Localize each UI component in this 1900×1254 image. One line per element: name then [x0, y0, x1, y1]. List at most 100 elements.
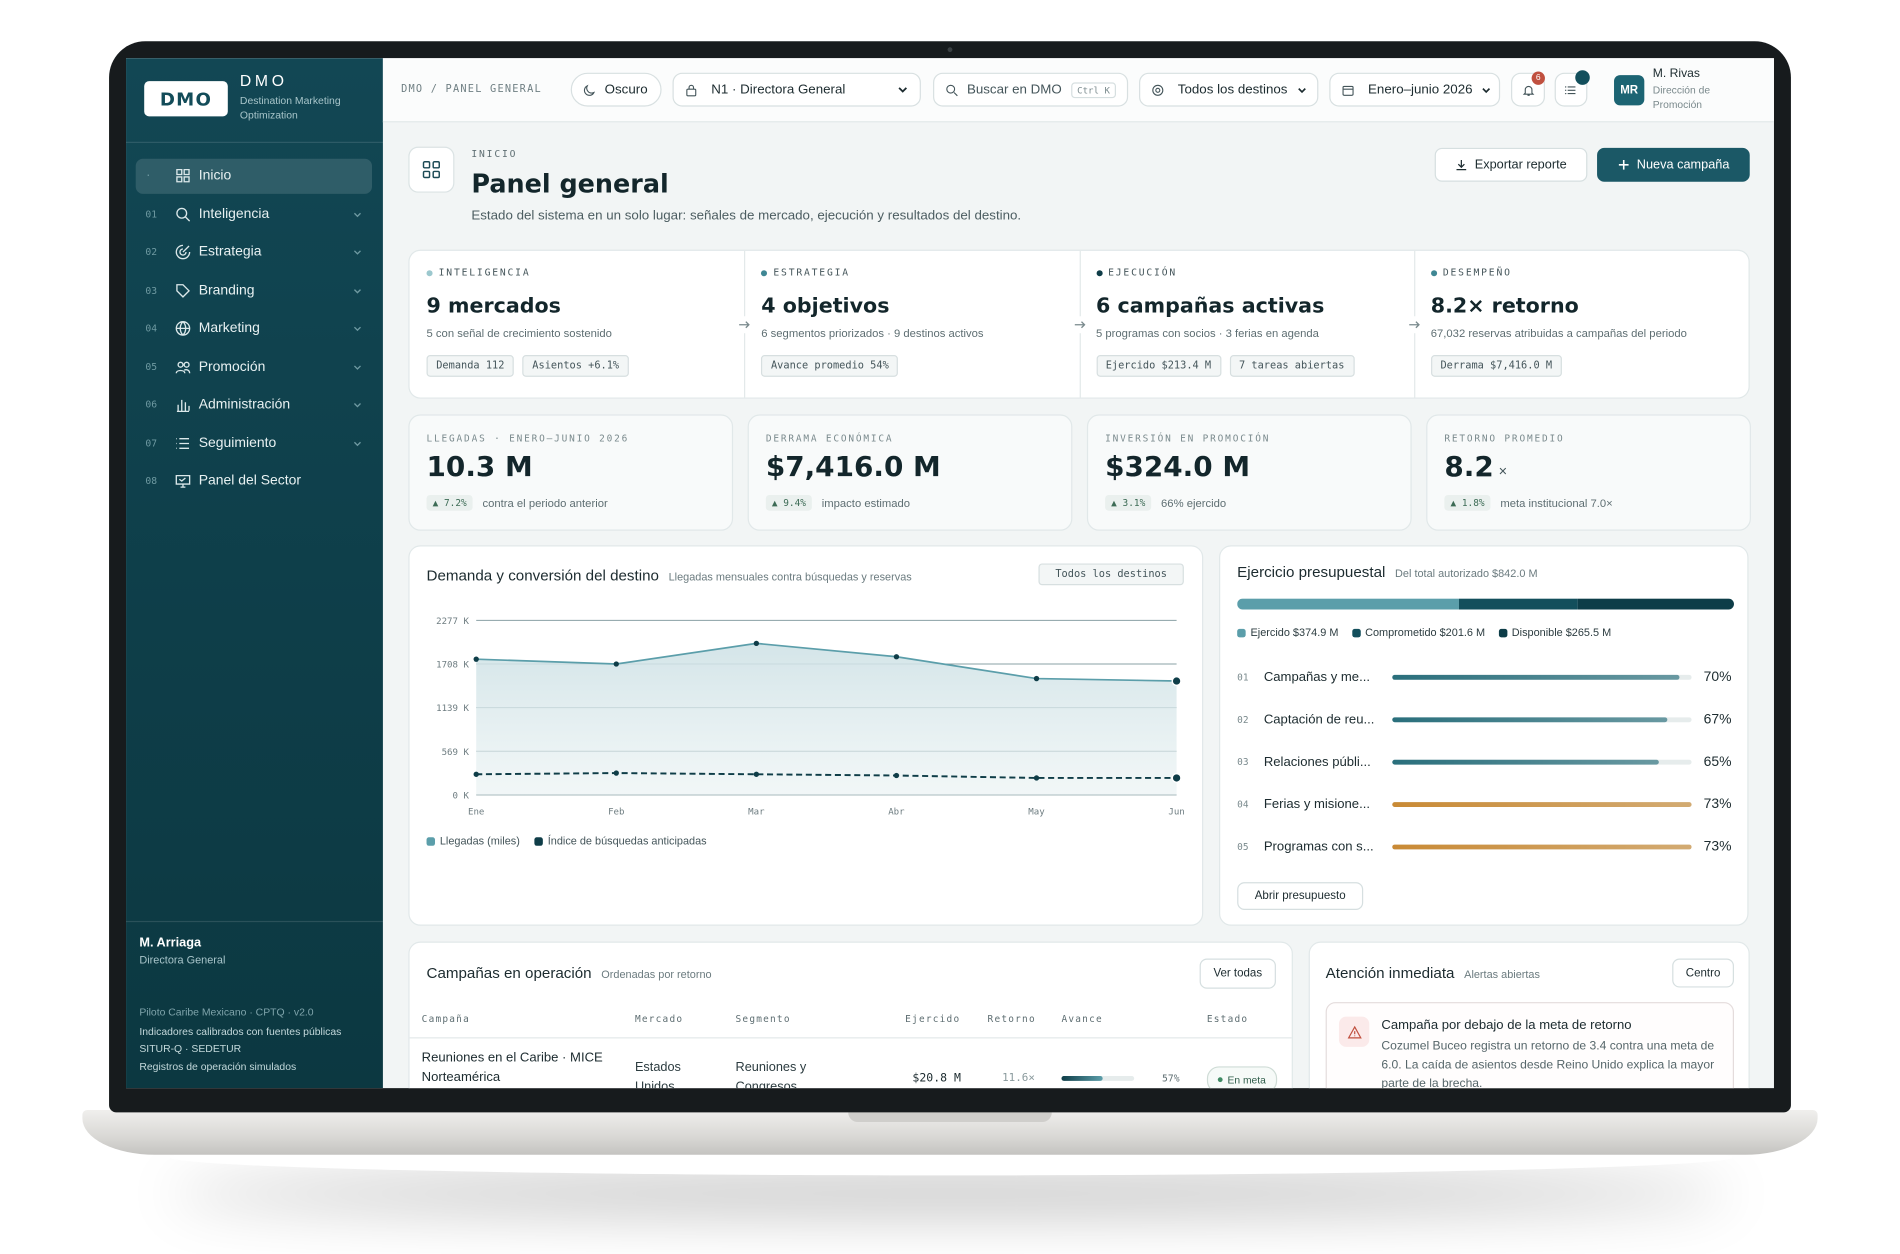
sidebar-note: Indicadores calibrados con fuentes públi…	[139, 1025, 342, 1038]
nav-number: 02	[145, 246, 158, 258]
search-label: Buscar en DMO	[966, 82, 1062, 97]
nav-item[interactable]: 07 Seguimiento	[136, 425, 372, 460]
pillar-subtitle: 67,032 reservas atribuidas a campañas de…	[1430, 327, 1687, 340]
status-badge: En meta	[1206, 1066, 1277, 1089]
x-tick-label: Ene	[468, 807, 484, 817]
kpi-note: impacto estimado	[821, 496, 911, 509]
icon	[1070, 316, 1088, 334]
row-label: Captación de reu...	[1263, 712, 1375, 728]
icon-path	[176, 207, 191, 222]
icon-path	[175, 244, 191, 260]
new-campaign-button[interactable]: Nueva campaña	[1597, 147, 1750, 182]
budget-button[interactable]: Abrir presupuesto	[1237, 882, 1364, 911]
theme-toggle[interactable]: Oscuro	[570, 72, 662, 107]
export-button[interactable]: Exportar reporte	[1434, 147, 1588, 182]
nav-item[interactable]: 03 Branding	[136, 273, 372, 308]
chart-filter[interactable]: Todos los destinos	[1038, 563, 1184, 586]
pillar-tags: Derrama $7,416.0 M	[1430, 355, 1562, 377]
kpi-value-row: 8.2 ×	[1444, 452, 1507, 484]
destination-select[interactable]: Todos los destinos	[1139, 72, 1319, 107]
campaigns-button[interactable]: Ver todas	[1199, 958, 1276, 989]
nav-number: 01	[145, 208, 158, 220]
pillar-dot	[1430, 269, 1437, 276]
row-label: Campañas y me...	[1263, 670, 1370, 685]
line	[476, 772, 1177, 779]
screen: DMO DMO Destination Marketing Optimizati…	[126, 58, 1774, 1089]
budget-segment	[1458, 598, 1578, 610]
search[interactable]: Buscar en DMO Ctrl K	[933, 72, 1129, 107]
icon-path	[1074, 321, 1085, 329]
point	[473, 771, 479, 777]
tag: Asientos +6.1%	[522, 355, 629, 377]
nav-item[interactable]: 04 Marketing	[136, 311, 372, 346]
budget-title: Ejercicio presupuestal	[1237, 563, 1386, 581]
nav-label: Branding	[198, 282, 255, 298]
kpi-delta: ▲ 9.4%	[765, 494, 813, 511]
row-bar	[1392, 802, 1692, 808]
legend-swatch	[426, 836, 436, 846]
chart-legend: Llegadas (miles) Índice de búsquedas anti…	[426, 834, 707, 847]
kpi-value-row: $7,416.0 M	[766, 452, 941, 484]
icon	[175, 244, 191, 260]
tag: Derrama $7,416.0 M	[1430, 355, 1562, 377]
icon-path	[739, 321, 751, 329]
sidebar-note: SITUR-Q · SEDETUR	[139, 1042, 242, 1055]
avatar[interactable]: MR	[1614, 75, 1645, 106]
nav-item[interactable]: 08 Panel del Sector	[136, 463, 372, 498]
kpi-label: RETORNO PROMEDIO	[1444, 433, 1565, 445]
row-number: 05	[1237, 841, 1249, 853]
attention-button[interactable]: Centro	[1672, 958, 1734, 988]
x-tick-label: Jun	[1168, 807, 1184, 817]
legend-label: Llegadas (miles)	[439, 834, 520, 847]
pillar-label: EJECUCIÓN	[1108, 267, 1178, 279]
icon	[353, 403, 361, 408]
nav-number: 07	[145, 437, 158, 449]
logo: DMO	[159, 87, 213, 110]
kpi-value: $7,416.0 M	[765, 451, 941, 484]
role-select[interactable]: N1 · Directora General	[672, 72, 921, 107]
destination-label: Todos los destinos	[1177, 82, 1288, 97]
line-chart: 0 K 569 K 1139 K 1708 K 2277 K Ene Feb Mar Abr Ma…	[436, 617, 1185, 817]
row-bar	[1392, 717, 1667, 723]
notifications-button[interactable]	[1511, 72, 1545, 107]
nav-item[interactable]: 02 Estrategia	[136, 234, 372, 269]
kpi-delta: ▲ 7.2%	[426, 494, 473, 511]
point	[893, 772, 900, 779]
sidebar: DMO DMO Destination Marketing Optimizati…	[126, 58, 383, 1089]
legend-item: Llegadas (miles)	[426, 834, 520, 847]
pillar-title: 4 objetivos	[761, 294, 890, 319]
y-tick-label: 569 K	[442, 748, 470, 758]
kpi-value: 10.3 M	[426, 451, 533, 484]
icon	[175, 321, 191, 336]
row-label: Programas con s...	[1263, 839, 1374, 855]
budget-legend-item: Ejercido $374.9 M	[1237, 626, 1339, 639]
user-role: Directora General	[139, 953, 226, 966]
point	[753, 771, 760, 777]
legend-label: Índice de búsquedas anticipadas	[547, 834, 707, 847]
nav-item[interactable]: 05 Promoción	[136, 349, 372, 384]
row-value: 67%	[1703, 712, 1732, 728]
kpi-label: LLEGADAS · ENERO–JUNIO 2026	[426, 433, 630, 445]
nav-item[interactable]: · Inicio	[135, 158, 373, 194]
icon-path	[353, 441, 361, 446]
progress-bar	[1061, 1076, 1103, 1081]
period-select[interactable]: Enero–junio 2026	[1329, 72, 1501, 107]
legend-label: Ejercido $374.9 M	[1250, 626, 1339, 639]
alert-icon	[1338, 1016, 1370, 1047]
x-tick-label: Abr	[888, 807, 905, 817]
alert[interactable]: Campaña por debajo de la meta de retorno…	[1325, 1002, 1734, 1089]
x-tick-label: Feb	[608, 807, 624, 817]
x-tick-label: May	[1028, 807, 1045, 817]
eyebrow: INICIO	[471, 148, 518, 160]
nav-item[interactable]: 06 Administración	[136, 387, 372, 422]
column-header: Ejercido	[905, 1013, 961, 1025]
sidebar-note: Piloto Caribe Mexicano · CPTQ · v2.0	[139, 1005, 314, 1018]
export-label: Exportar reporte	[1474, 157, 1567, 173]
icon	[353, 288, 361, 293]
budget-stacked-bar	[1237, 598, 1734, 610]
pillar-subtitle: 5 con señal de crecimiento sostenido	[426, 327, 612, 340]
icon	[1405, 316, 1423, 334]
nav-item[interactable]: 01 Inteligencia	[136, 196, 372, 231]
line	[476, 642, 1177, 682]
tag: Avance promedio 54%	[761, 355, 899, 377]
